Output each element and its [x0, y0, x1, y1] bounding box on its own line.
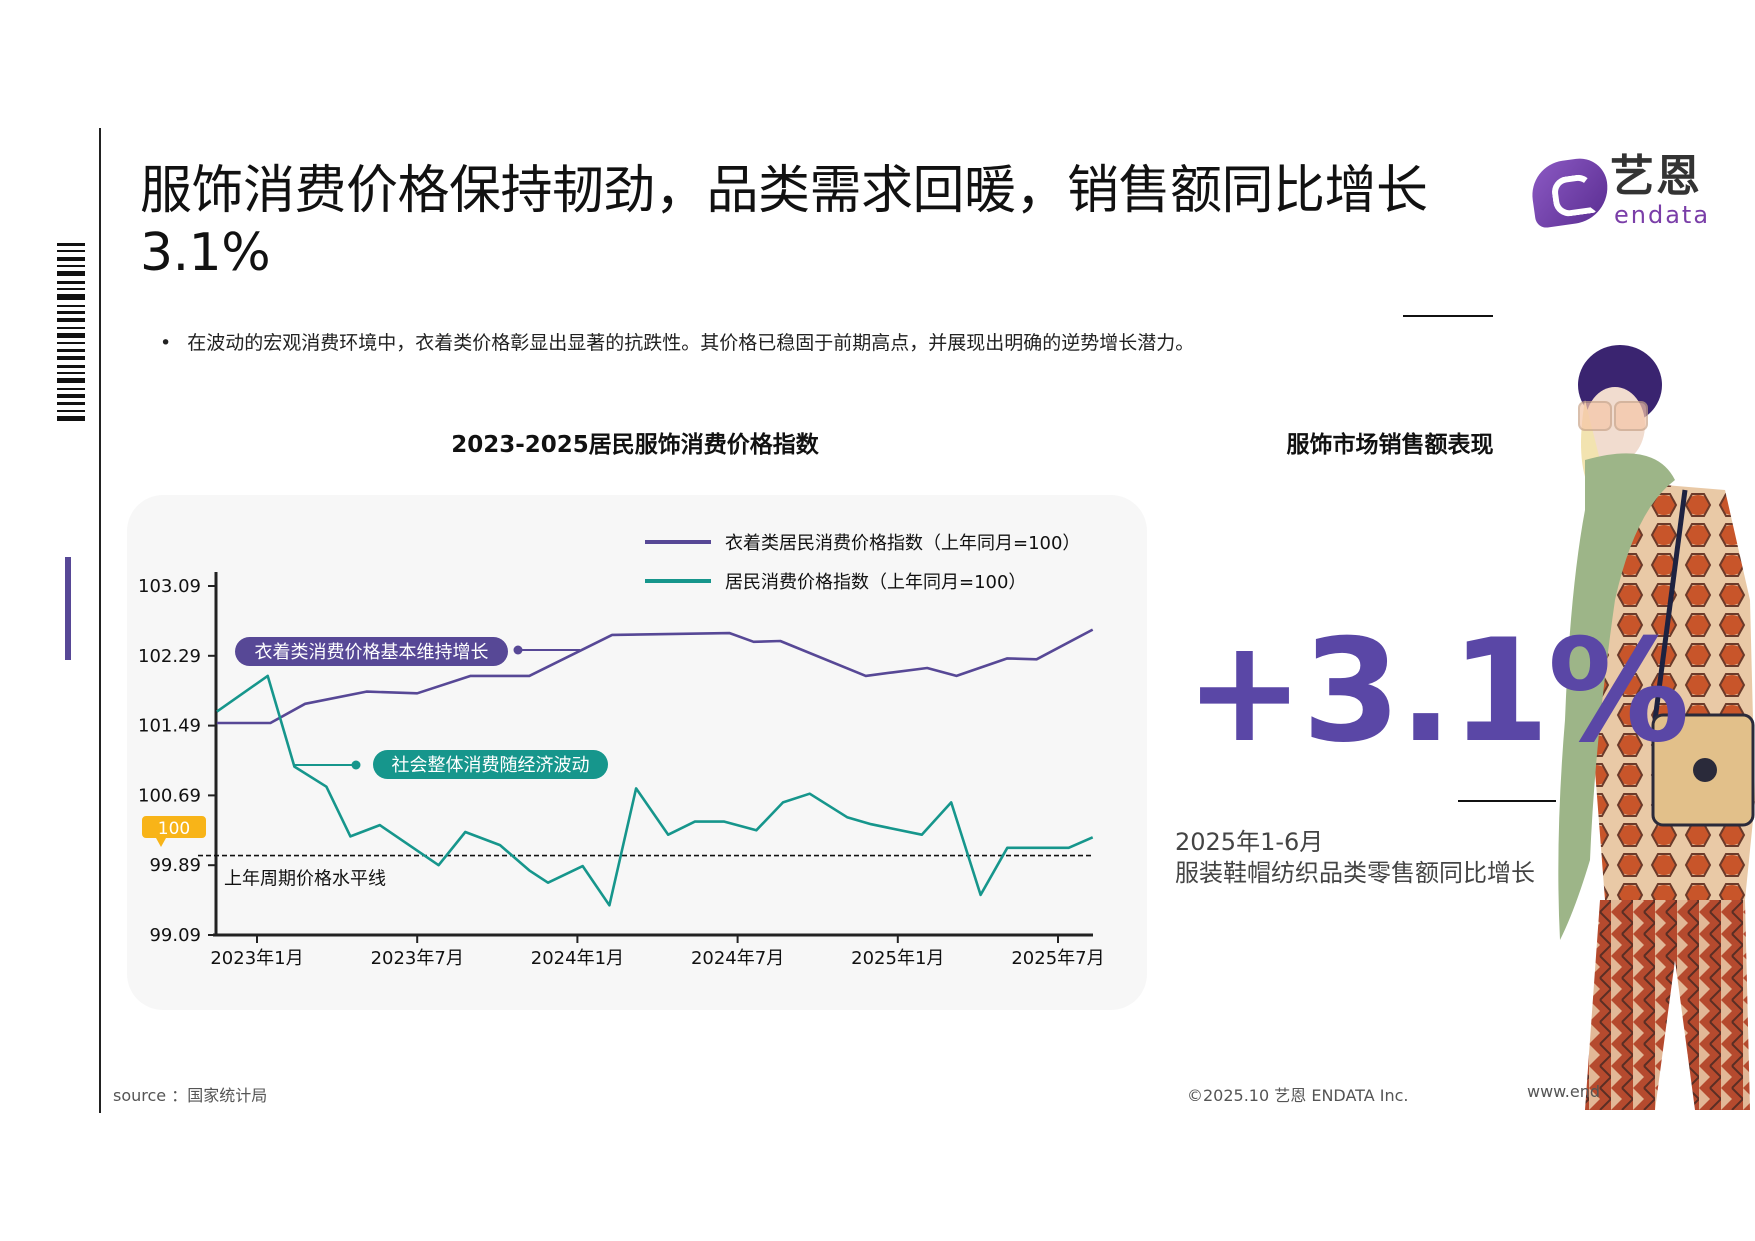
caption-rule: [1458, 800, 1556, 802]
chart-card: [127, 495, 1147, 1010]
legend-label: 居民消费价格指数（上年同月=100）: [725, 572, 1026, 593]
legend-label: 衣着类居民消费价格指数（上年同月=100）: [725, 533, 1080, 554]
annotation-label: 社会整体消费随经济波动: [392, 755, 590, 776]
x-tick-label: 2023年7月: [371, 948, 464, 969]
x-tick-label: 2024年7月: [691, 948, 784, 969]
left-divider-line: [99, 128, 101, 1113]
y-tick-label: 101.49: [138, 716, 201, 737]
series-line-clothing-cpi: [216, 628, 1094, 725]
endata-logo: 艺恩 endata: [1527, 151, 1722, 232]
annotation-dot: [351, 760, 361, 770]
website-link[interactable]: www.end: [1527, 1082, 1601, 1101]
caption-period: 2025年1-6月: [1175, 828, 1324, 856]
fashion-model-image: [1545, 340, 1755, 1110]
header-rule: [1403, 315, 1493, 317]
barcode-decoration: [57, 243, 85, 421]
copyright: ©2025.10 艺恩 ENDATA Inc.: [1187, 1086, 1409, 1105]
accent-bar: [65, 557, 71, 660]
growth-value: +3.1%: [1185, 609, 1690, 774]
annotation-pill: [235, 637, 508, 666]
series-line-cpi: [216, 674, 1094, 907]
y-tick-label: 99.09: [149, 925, 201, 946]
annotation-dot: [513, 645, 523, 655]
y-tick-label: 99.89: [149, 855, 201, 876]
x-tick-label: 2024年1月: [531, 948, 624, 969]
logo-en-text: endata: [1614, 201, 1711, 229]
logo-cn-text: 艺恩: [1610, 151, 1702, 202]
page-title: 服饰消费价格保持韧劲，品类需求回暖，销售额同比增长 3.1%: [140, 160, 1440, 284]
bullet-icon: •: [160, 332, 172, 354]
summary-bullet: • 在波动的宏观消费环境中，衣着类价格彰显出显著的抗跌性。其价格已稳固于前期高点，…: [160, 330, 1194, 356]
reference-badge-label: 100: [158, 819, 190, 839]
bullet-text: 在波动的宏观消费环境中，衣着类价格彰显出显著的抗跌性。其价格已稳固于前期高点，并…: [187, 332, 1195, 354]
title-line-2: 3.1%: [140, 223, 271, 283]
source-note: source ：国家统计局: [113, 1086, 268, 1105]
y-tick-label: 103.09: [138, 576, 201, 597]
caption-description: 服装鞋帽纺织品类零售额同比增长: [1175, 859, 1535, 887]
x-tick-label: 2025年7月: [1011, 948, 1104, 969]
reference-badge: [142, 816, 206, 847]
title-line-1: 服饰消费价格保持韧劲，品类需求回暖，销售额同比增长: [140, 161, 1428, 221]
y-tick-label: 102.29: [138, 646, 201, 667]
x-tick-label: 2023年1月: [210, 948, 303, 969]
reference-line-label: 上年周期价格水平线: [224, 869, 386, 890]
side-panel-title: 服饰市场销售额表现: [1286, 432, 1494, 458]
y-tick-label: 100.69: [138, 785, 201, 806]
growth-caption: 2025年1-6月 服装鞋帽纺织品类零售额同比增长: [1175, 827, 1535, 889]
annotation-pill: [373, 750, 608, 779]
x-tick-label: 2025年1月: [851, 948, 944, 969]
annotation-label: 衣着类消费价格基本维持增长: [255, 642, 489, 663]
chart-title: 2023-2025居民服饰消费价格指数: [451, 432, 819, 458]
